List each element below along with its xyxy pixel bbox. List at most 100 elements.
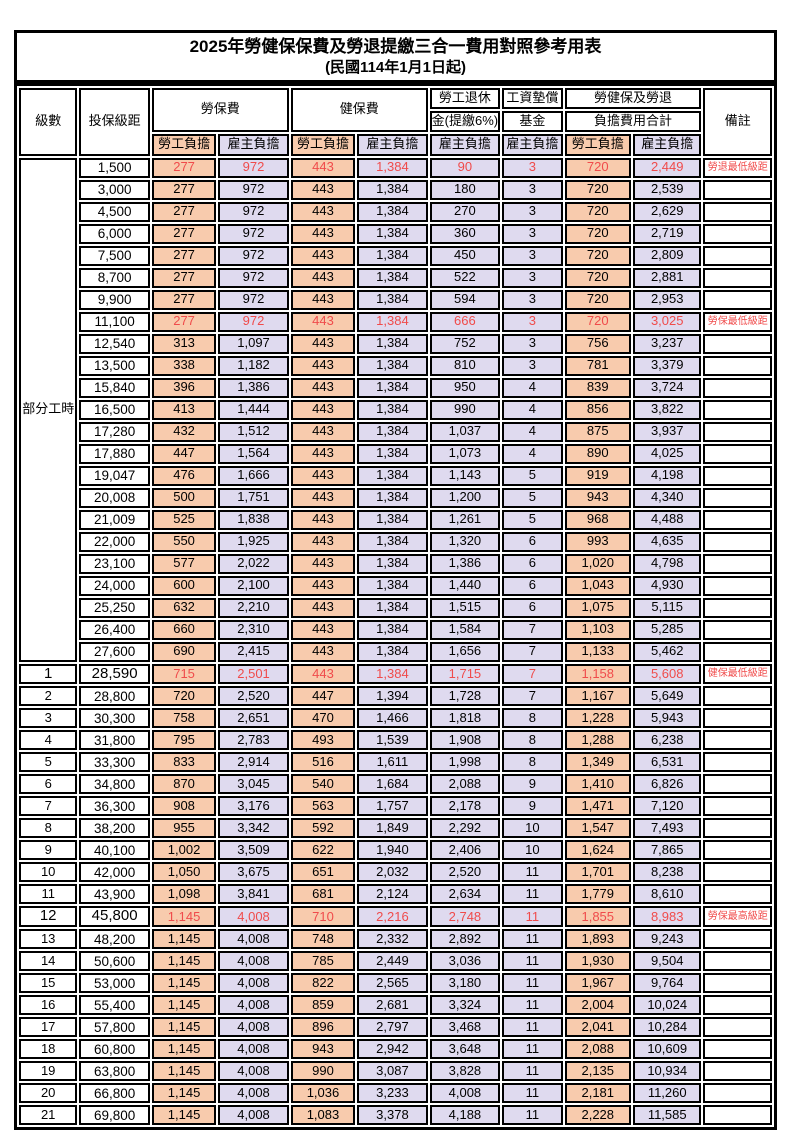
subheader-wage-fund-employer: 雇主負擔: [502, 133, 563, 156]
labor-employee-cell: 1,098: [151, 884, 217, 905]
labor-employee-cell: 955: [151, 818, 217, 839]
subheader-health-employee: 勞工負擔: [290, 133, 356, 156]
bracket-cell: 15,840: [79, 377, 150, 398]
health-employer-cell: 1,384: [357, 509, 428, 530]
wage-fund-employer-cell: 3: [502, 311, 563, 332]
total-employer-cell: 4,635: [632, 531, 702, 552]
header-wage-fund-line2: 基金: [502, 110, 563, 132]
table-row: 9 40,100 1,002 3,509 622 1,940 2,406 10 1,624 7,8…: [19, 840, 772, 861]
total-employer-cell: 5,649: [632, 686, 702, 707]
health-employer-cell: 1,384: [357, 377, 428, 398]
pension-employer-cell: 3,828: [429, 1061, 501, 1082]
table-row: 12 45,800 1,145 4,008 710 2,216 2,748 11 1,855 8,…: [19, 906, 772, 928]
pension-employer-cell: 810: [429, 355, 501, 376]
health-employee-cell: 443: [290, 223, 356, 244]
pension-employer-cell: 666: [429, 311, 501, 332]
total-employer-cell: 4,340: [632, 487, 702, 508]
total-employee-cell: 1,349: [564, 752, 631, 773]
table-row: 16 55,400 1,145 4,008 859 2,681 3,324 11 2,004 10…: [19, 995, 772, 1016]
wage-fund-employer-cell: 11: [502, 929, 563, 950]
labor-employee-cell: 600: [151, 575, 217, 596]
bracket-cell: 28,800: [79, 686, 150, 707]
labor-employer-cell: 1,444: [218, 399, 289, 420]
wage-fund-employer-cell: 4: [502, 421, 563, 442]
health-employer-cell: 2,797: [357, 1017, 428, 1038]
table-row: 20,008 500 1,751 443 1,384 1,200 5 943 4,340: [19, 487, 772, 508]
level-cell: 15: [19, 973, 78, 994]
wage-fund-employer-cell: 6: [502, 597, 563, 618]
header-pension-line2: 金(提繳6%): [429, 110, 501, 132]
table-row: 2 28,800 720 2,520 447 1,394 1,728 7 1,167 5,649: [19, 686, 772, 707]
total-employee-cell: 839: [564, 377, 631, 398]
bracket-cell: 13,500: [79, 355, 150, 376]
remark-cell: [703, 201, 772, 222]
health-employee-cell: 1,036: [290, 1083, 356, 1104]
health-employee-cell: 443: [290, 575, 356, 596]
pension-employer-cell: 1,515: [429, 597, 501, 618]
labor-employee-cell: 632: [151, 597, 217, 618]
labor-employer-cell: 3,675: [218, 862, 289, 883]
remark-cell: [703, 597, 772, 618]
labor-employer-cell: 3,045: [218, 774, 289, 795]
total-employer-cell: 3,822: [632, 399, 702, 420]
remark-cell: [703, 355, 772, 376]
table-row: 11 43,900 1,098 3,841 681 2,124 2,634 11 1,779 8,…: [19, 884, 772, 905]
health-employee-cell: 822: [290, 973, 356, 994]
level-cell: 8: [19, 818, 78, 839]
table-row: 20 66,800 1,145 4,008 1,036 3,233 4,008 11 2,181…: [19, 1083, 772, 1104]
bracket-cell: 7,500: [79, 245, 150, 266]
pension-employer-cell: 4,188: [429, 1105, 501, 1126]
total-employer-cell: 4,798: [632, 553, 702, 574]
remark-cell: [703, 1083, 772, 1104]
health-employer-cell: 1,384: [357, 179, 428, 200]
wage-fund-employer-cell: 11: [502, 884, 563, 905]
pension-employer-cell: 3,180: [429, 973, 501, 994]
remark-cell: [703, 686, 772, 707]
total-employer-cell: 2,539: [632, 179, 702, 200]
total-employee-cell: 968: [564, 509, 631, 530]
wage-fund-employer-cell: 6: [502, 553, 563, 574]
table-row: 14 50,600 1,145 4,008 785 2,449 3,036 11 1,930 9,…: [19, 951, 772, 972]
table-row: 15,840 396 1,386 443 1,384 950 4 839 3,724: [19, 377, 772, 398]
bracket-cell: 69,800: [79, 1105, 150, 1126]
health-employee-cell: 1,083: [290, 1105, 356, 1126]
labor-employer-cell: 2,914: [218, 752, 289, 773]
wage-fund-employer-cell: 10: [502, 818, 563, 839]
total-employee-cell: 1,471: [564, 796, 631, 817]
table-row: 23,100 577 2,022 443 1,384 1,386 6 1,020 4,798: [19, 553, 772, 574]
labor-employee-cell: 715: [151, 663, 217, 685]
total-employee-cell: 1,967: [564, 973, 631, 994]
health-employee-cell: 443: [290, 663, 356, 685]
health-employer-cell: 1,384: [357, 487, 428, 508]
bracket-cell: 9,900: [79, 289, 150, 310]
table-row: 21 69,800 1,145 4,008 1,083 3,378 4,188 11 2,228…: [19, 1105, 772, 1126]
total-employer-cell: 8,238: [632, 862, 702, 883]
health-employer-cell: 1,466: [357, 708, 428, 729]
remark-cell: [703, 421, 772, 442]
wage-fund-employer-cell: 3: [502, 201, 563, 222]
total-employer-cell: 7,865: [632, 840, 702, 861]
total-employee-cell: 1,701: [564, 862, 631, 883]
total-employer-cell: 2,629: [632, 201, 702, 222]
total-employer-cell: 9,764: [632, 973, 702, 994]
title-box: 2025年勞健保保費及勞退提繳三合一費用對照參考用表 (民國114年1月1日起): [14, 30, 777, 83]
health-employer-cell: 1,384: [357, 531, 428, 552]
level-cell: 13: [19, 929, 78, 950]
table-row: 部分工時 1,500 277 972 443 1,384 90 3 720 2,449 勞退最低級距: [19, 157, 772, 662]
pension-employer-cell: 3,648: [429, 1039, 501, 1060]
labor-employer-cell: 4,008: [218, 1039, 289, 1060]
subheader-labor-employee: 勞工負擔: [151, 133, 217, 156]
labor-employer-cell: 1,564: [218, 443, 289, 464]
pension-employer-cell: 594: [429, 289, 501, 310]
labor-employer-cell: 2,022: [218, 553, 289, 574]
health-employee-cell: 943: [290, 1039, 356, 1060]
health-employee-cell: 540: [290, 774, 356, 795]
total-employee-cell: 2,228: [564, 1105, 631, 1126]
health-employer-cell: 1,384: [357, 399, 428, 420]
health-employer-cell: 1,384: [357, 575, 428, 596]
level-cell: 5: [19, 752, 78, 773]
total-employee-cell: 2,004: [564, 995, 631, 1016]
total-employer-cell: 3,025: [632, 311, 702, 332]
labor-employee-cell: 1,050: [151, 862, 217, 883]
table-row: 25,250 632 2,210 443 1,384 1,515 6 1,075 5,115: [19, 597, 772, 618]
